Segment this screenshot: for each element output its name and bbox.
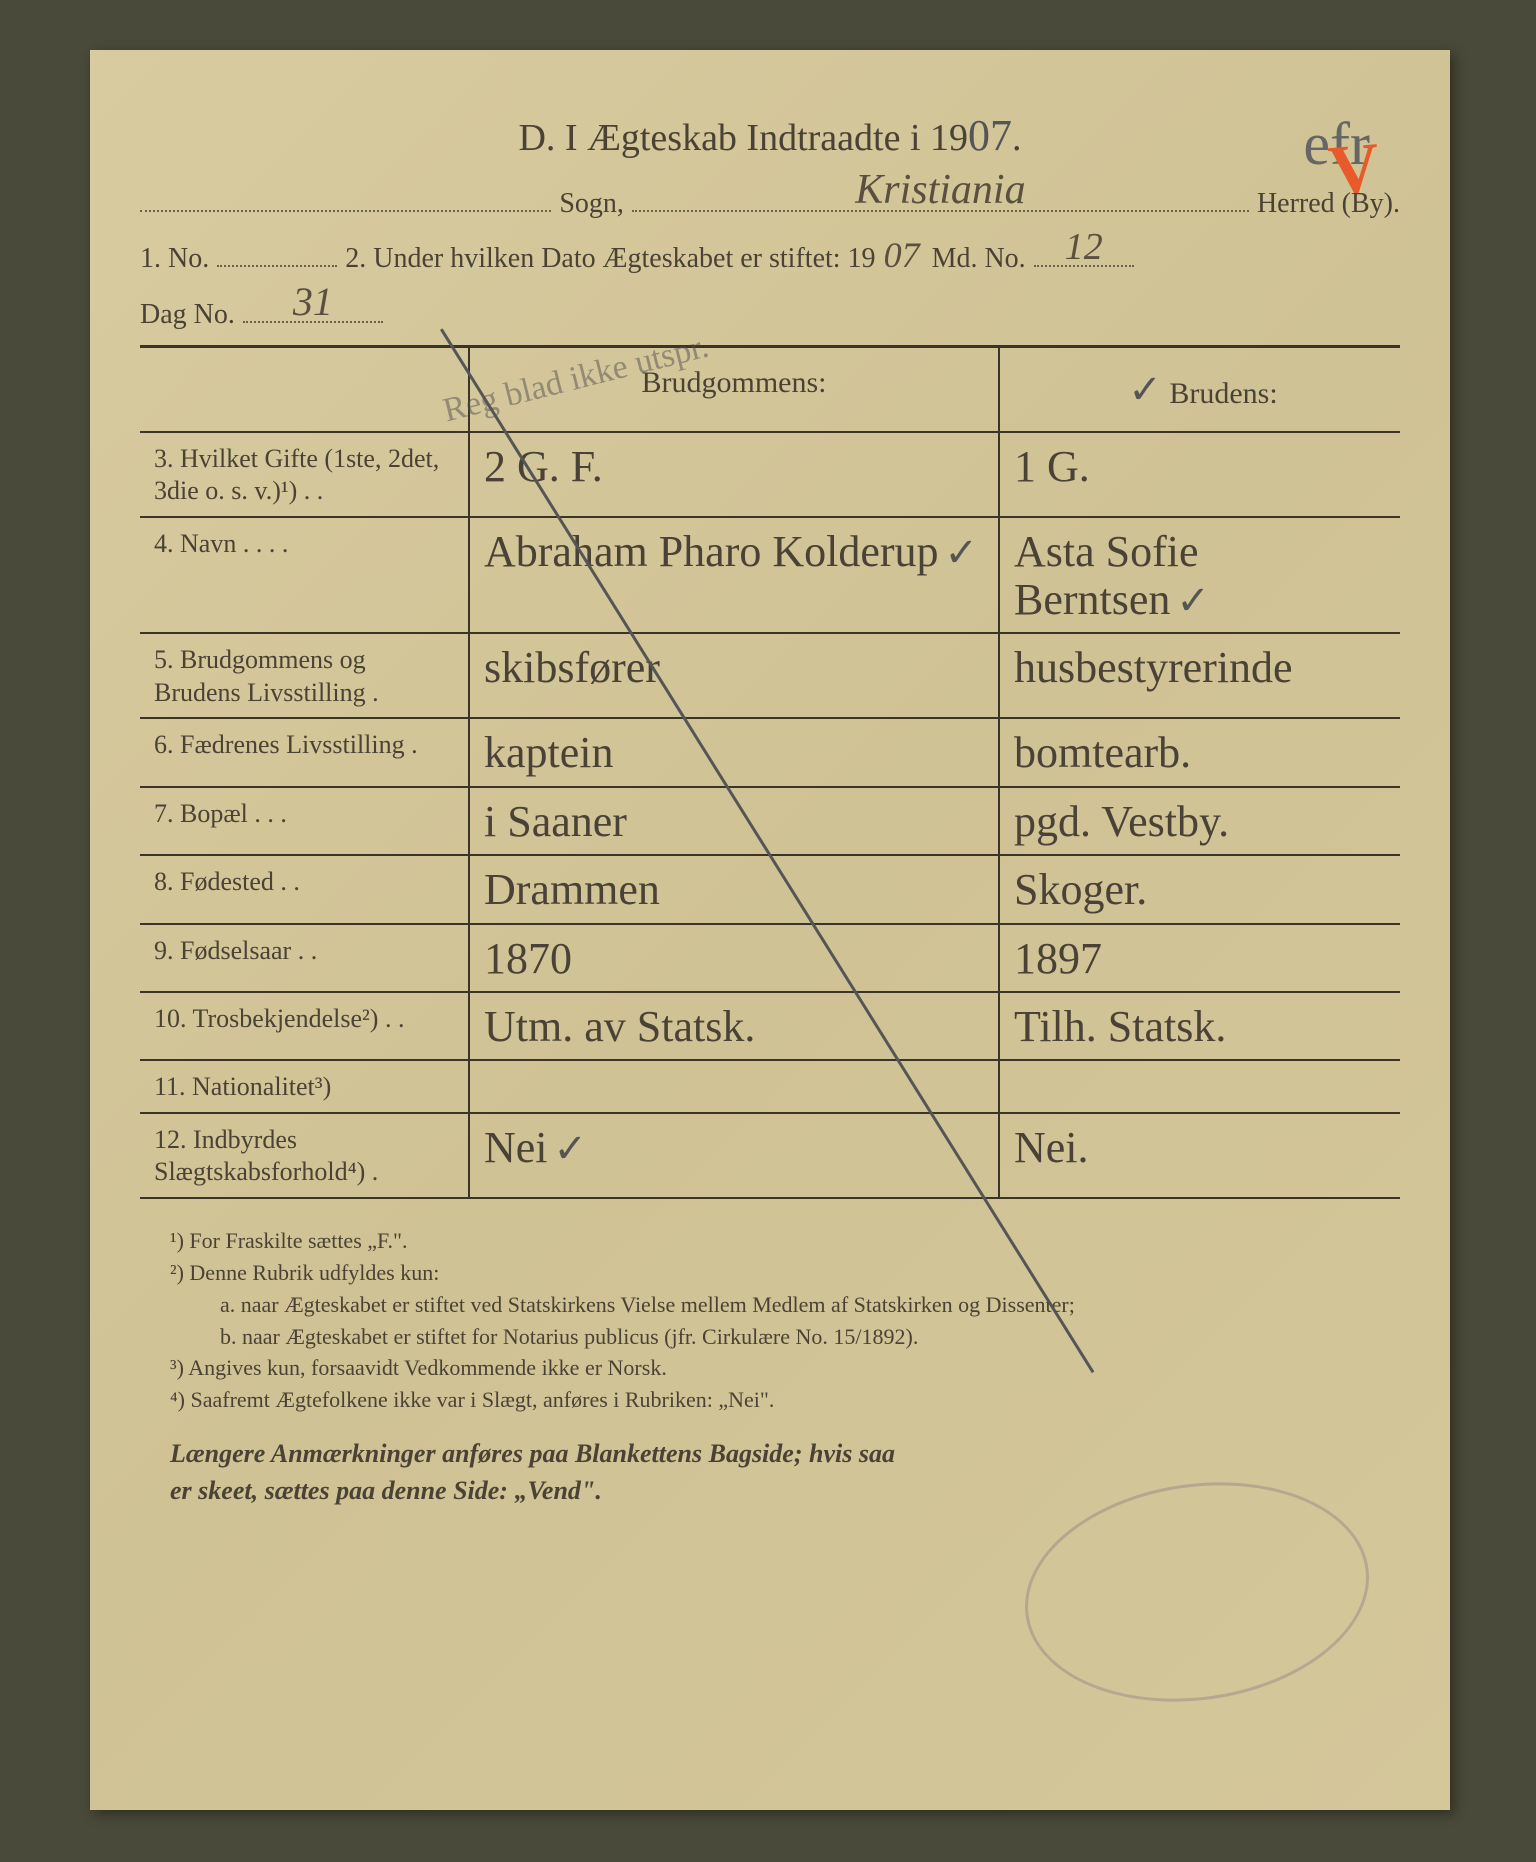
groom-value: Drammen [484, 866, 984, 914]
footnote-2a: a. naar Ægteskabet er stiftet ved Statsk… [170, 1289, 1400, 1321]
table-row: 3. Hvilket Gifte (1ste, 2det, 3die o. s.… [140, 432, 1400, 517]
row-label: 7. Bopæl . . . [140, 787, 469, 855]
bride-value: 1 G. [1014, 443, 1386, 491]
table-row: 5. Brudgommens og Brudens Livsstilling .… [140, 633, 1400, 718]
table-row: 4. Navn . . . . Abraham Pharo Kolderup✓ … [140, 517, 1400, 634]
bold-foot-line1: Længere Anmærkninger anføres paa Blanket… [170, 1439, 895, 1468]
footnote-3: ³) Angives kun, forsaavidt Vedkommende i… [170, 1352, 1400, 1384]
footnote-1: ¹) For Fraskilte sættes „F.". [170, 1225, 1400, 1257]
row-label: 6. Fædrenes Livsstilling . [140, 718, 469, 786]
no-label: 1. No. [140, 243, 209, 275]
tick-icon: ✓ [554, 1126, 588, 1171]
tick-icon: ✓ [1176, 578, 1210, 623]
card-title: D. I Ægteskab Indtraadte i 1907. [140, 110, 1400, 161]
title-year-handwritten: 07 [968, 111, 1012, 160]
herred-value: Kristiania [855, 166, 1025, 214]
table-row: 9. Fødselsaar . . 1870 1897 [140, 924, 1400, 992]
bride-value: 1897 [1014, 935, 1386, 983]
bride-value: bomtearb. [1014, 729, 1386, 777]
table-row: 11. Nationalitet³) [140, 1060, 1400, 1113]
groom-value: 1870 [484, 935, 984, 983]
md-value: 12 [1065, 225, 1103, 269]
table-header-row: Brudgommens: ✓ Brudens: [140, 348, 1400, 432]
footnotes: ¹) For Fraskilte sættes „F.". ²) Denne R… [140, 1225, 1400, 1509]
header-empty [140, 348, 469, 432]
groom-value: Abraham Pharo Kolderup✓ [484, 528, 984, 576]
table-row: 6. Fædrenes Livsstilling . kaptein bomte… [140, 718, 1400, 786]
bold-foot-line2: er skeet, sættes paa denne Side: „Vend". [170, 1476, 602, 1505]
tick-icon: ✓ [945, 530, 979, 575]
bride-value: Tilh. Statsk. [1014, 1003, 1386, 1051]
row-label: 8. Fødested . . [140, 855, 469, 923]
md-label: Md. No. [932, 243, 1026, 275]
bride-value: husbestyrerinde [1014, 644, 1386, 692]
date-year-hw: 07 [884, 234, 920, 276]
number-date-line: 1. No. 2. Under hvilken Dato Ægteskabet … [140, 234, 1400, 276]
table-row: 8. Fødested . . Drammen Skoger. [140, 855, 1400, 923]
title-prefix: D. I Ægteskab Indtraadte i 19 [518, 117, 968, 159]
table-row: 10. Trosbekjendelse²) . . Utm. av Statsk… [140, 992, 1400, 1060]
row-label: 4. Navn . . . . [140, 517, 469, 634]
groom-value: Nei✓ [484, 1124, 984, 1172]
row-label: 12. Indbyrdes Slægtskabsforhold⁴) . [140, 1113, 469, 1198]
groom-value: 2 G. F. [484, 443, 984, 491]
row-label: 9. Fødselsaar . . [140, 924, 469, 992]
header-bride-text: Brudens: [1169, 377, 1277, 410]
row-label: 3. Hvilket Gifte (1ste, 2det, 3die o. s.… [140, 432, 469, 517]
orange-check-mark: V [1326, 128, 1383, 212]
groom-value: kaptein [484, 729, 984, 777]
bride-value: pgd. Vestby. [1014, 798, 1386, 846]
sogn-label: Sogn, [559, 188, 624, 220]
bride-value: Asta Sofie Berntsen✓ [1014, 528, 1386, 625]
table-row: 7. Bopæl . . . i Saaner pgd. Vestby. [140, 787, 1400, 855]
title-period: . [1012, 117, 1022, 159]
footnote-2b: b. naar Ægteskabet er stiftet for Notari… [170, 1321, 1400, 1353]
dag-label: Dag No. [140, 299, 235, 331]
footnote-4: ⁴) Saafremt Ægtefolkene ikke var i Slægt… [170, 1384, 1400, 1416]
header-bride: ✓ Brudens: [999, 348, 1400, 432]
row-label: 5. Brudgommens og Brudens Livsstilling . [140, 633, 469, 718]
dag-value: 31 [293, 278, 333, 325]
footnote-2: ²) Denne Rubrik udfyldes kun: [170, 1257, 1400, 1289]
groom-value: skibsfører [484, 644, 984, 692]
record-card: efr V D. I Ægteskab Indtraadte i 1907. S… [90, 50, 1450, 1810]
bride-header-tick: ✓ [1128, 367, 1162, 412]
groom-value: i Saaner [484, 798, 984, 846]
record-table: Brudgommens: ✓ Brudens: 3. Hvilket Gifte… [140, 348, 1400, 1199]
table-row: 12. Indbyrdes Slægtskabsforhold⁴) . Nei✓… [140, 1113, 1400, 1198]
row-label: 10. Trosbekjendelse²) . . [140, 992, 469, 1060]
bride-value: Nei. [1014, 1124, 1386, 1172]
day-line: Dag No. 31 [140, 290, 1400, 331]
date-text: 2. Under hvilken Dato Ægteskabet er stif… [345, 243, 875, 275]
bride-value: Skoger. [1014, 866, 1386, 914]
groom-value: Utm. av Statsk. [484, 1003, 984, 1051]
row-label: 11. Nationalitet³) [140, 1060, 469, 1113]
sogn-herred-line: Sogn, Kristiania Herred (By). [140, 179, 1400, 220]
